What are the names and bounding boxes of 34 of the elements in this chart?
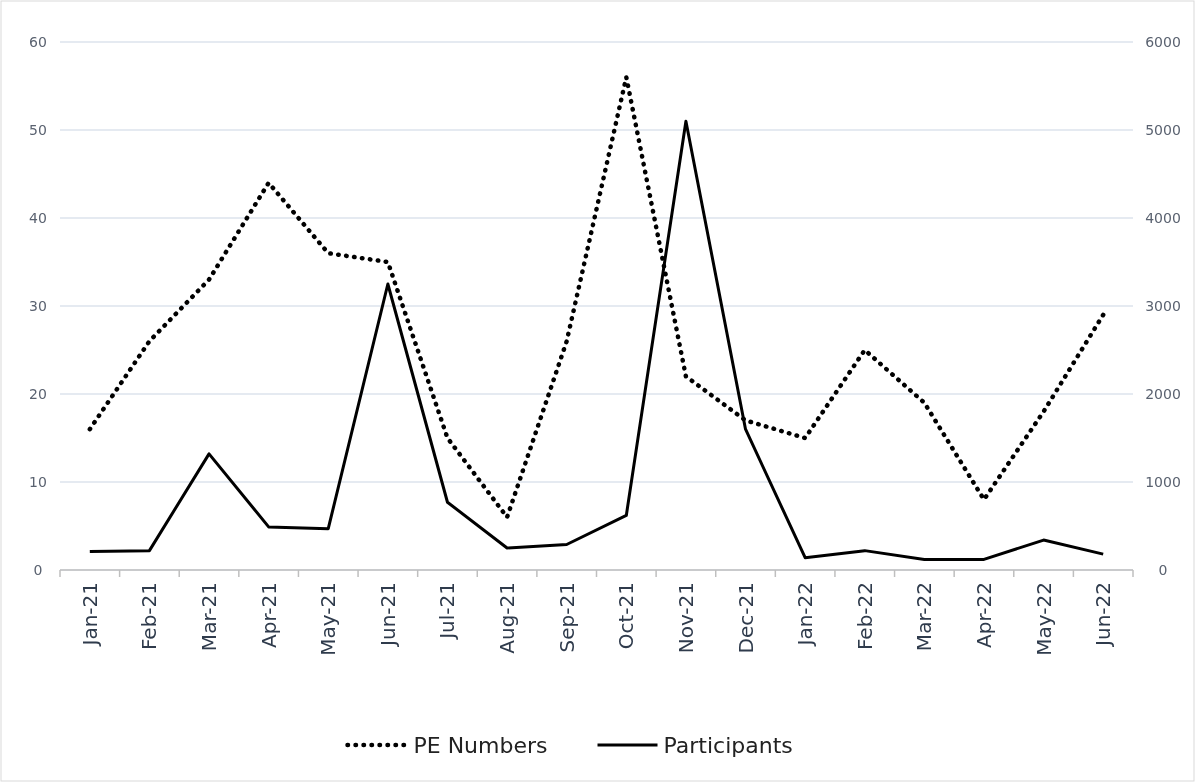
y2-tick-label: 1000 bbox=[1145, 473, 1181, 490]
x-tick-label: Jun-21 bbox=[375, 582, 400, 648]
x-tick-label: Jan-22 bbox=[793, 582, 818, 648]
y2-tick-label: 4000 bbox=[1145, 209, 1181, 226]
x-tick-label: Nov-21 bbox=[673, 582, 698, 654]
legend-label: PE Numbers bbox=[413, 732, 548, 758]
y-tick-label: 30 bbox=[29, 297, 47, 314]
x-tick-label: Oct-21 bbox=[614, 582, 639, 650]
x-tick-label: Aug-21 bbox=[495, 582, 520, 654]
x-tick-label: Apr-22 bbox=[971, 582, 996, 648]
x-tick-label: Sep-21 bbox=[554, 582, 579, 653]
x-tick-label: May-22 bbox=[1031, 582, 1056, 656]
x-tick-label: Feb-22 bbox=[852, 582, 877, 651]
y-tick-label: 10 bbox=[29, 473, 47, 490]
y-tick-label: 20 bbox=[29, 385, 47, 402]
x-tick-label: Apr-21 bbox=[256, 582, 281, 648]
y-tick-label: 50 bbox=[29, 121, 47, 138]
x-tick-label: Dec-21 bbox=[733, 582, 758, 654]
y2-tick-label: 6000 bbox=[1145, 33, 1181, 50]
y-tick-label: 60 bbox=[29, 33, 47, 50]
y2-tick-label: 2000 bbox=[1145, 385, 1181, 402]
x-tick-label: Jun-22 bbox=[1091, 582, 1116, 648]
x-tick-label: Jul-21 bbox=[435, 582, 460, 641]
y2-tick-label: 3000 bbox=[1145, 297, 1181, 314]
x-tick-label: Mar-22 bbox=[912, 582, 937, 652]
y-tick-label: 40 bbox=[29, 209, 47, 226]
legend-label: Participants bbox=[663, 732, 793, 758]
x-tick-label: May-21 bbox=[316, 582, 341, 656]
y2-tick-label: 5000 bbox=[1145, 121, 1181, 138]
x-tick-label: Jan-21 bbox=[77, 582, 102, 648]
x-tick-label: Feb-21 bbox=[137, 582, 162, 651]
y2-tick-label: 0 bbox=[1158, 561, 1168, 578]
y-tick-label: 0 bbox=[33, 561, 43, 578]
x-tick-label: Mar-21 bbox=[197, 582, 222, 652]
